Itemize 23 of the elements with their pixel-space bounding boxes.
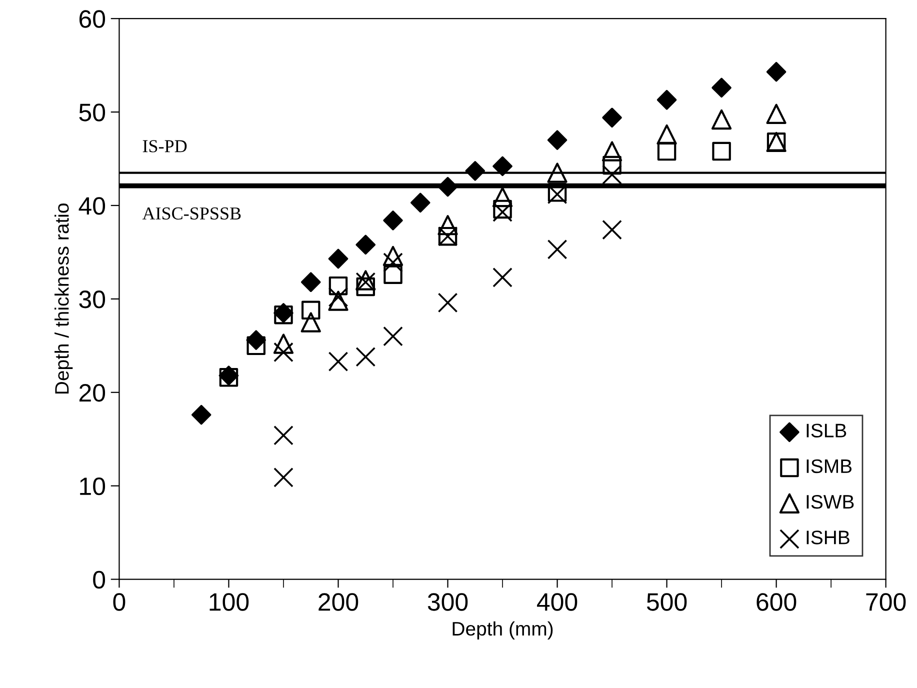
x-tick-label: 700 <box>866 593 906 611</box>
x-tick-label: 500 <box>646 593 687 611</box>
y-tick-label: 30 <box>79 290 106 308</box>
x-tick-label: 400 <box>536 593 578 611</box>
y-tick-label: 40 <box>78 197 106 215</box>
y-tick-label: 50 <box>79 104 106 122</box>
x-tick-label: 0 <box>113 593 126 611</box>
x-tick-label: 100 <box>210 593 249 611</box>
legend-label: ISMB <box>806 459 852 474</box>
y-tick-label: 10 <box>80 477 106 496</box>
legend-label: ISHB <box>806 530 850 544</box>
legend-label: ISWB <box>806 494 854 509</box>
y-axis-title: Depth / thickness ratio <box>54 204 73 394</box>
y-tick-label: 0 <box>93 570 106 589</box>
y-tick-label: 60 <box>79 10 106 28</box>
x-tick-label: 600 <box>756 593 796 611</box>
x-axis-title: Depth (mm) <box>452 621 553 640</box>
legend-label: ISLB <box>806 424 846 438</box>
x-tick-label: 300 <box>428 593 468 611</box>
y-tick-label: 20 <box>79 384 106 402</box>
ref-line-label: AISC-SPSSB <box>142 207 241 220</box>
ref-line-label: IS-PD <box>142 140 187 152</box>
x-tick-label: 200 <box>318 593 358 611</box>
